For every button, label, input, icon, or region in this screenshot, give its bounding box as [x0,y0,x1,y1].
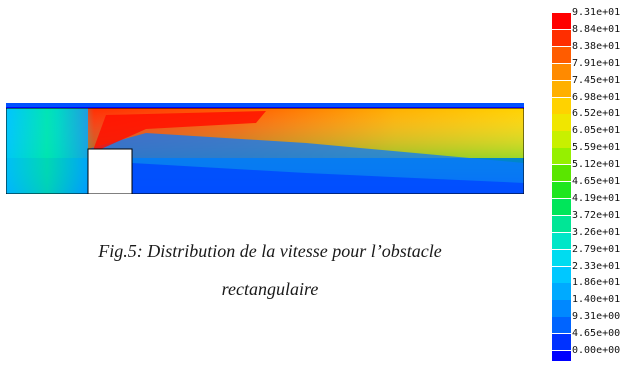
legend-tick-label: 9.31e+01 [572,7,621,18]
legend-tick-label: 1.40e+01 [572,294,621,306]
figure-caption: Fig.5: Distribution de la vitesse pour l… [40,232,500,308]
legend-tick-label: 2.79e+01 [572,243,621,255]
legend-tick-label: 4.65e+00 [572,328,621,340]
legend-swatch [552,317,571,334]
legend-tick-label: 6.05e+01 [572,125,621,137]
legend-tick-label: 7.91e+01 [572,57,621,69]
legend-tick-label: 6.98e+01 [572,91,621,103]
legend-swatch [552,198,571,216]
legend-tick-label: 5.59e+01 [572,142,621,154]
legend-swatch [552,334,571,351]
caption-line-2: rectangulaire [221,279,319,299]
legend-swatch [552,351,571,361]
legend-swatch [552,232,571,249]
legend-tick-label: 5.12e+01 [572,159,621,171]
legend-tick-label: 8.38e+01 [572,40,621,52]
legend-tick-label: 9.31e+00 [572,311,621,323]
legend-swatch [552,114,571,131]
legend-tick-label: 1.86e+01 [572,277,621,289]
legend-swatch [552,283,571,300]
legend-tick-label: 4.19e+01 [572,192,621,204]
legend-tick-label: 8.84e+01 [572,23,621,35]
legend-swatch [552,13,571,30]
legend-tick-label: 2.33e+01 [572,260,621,272]
legend-swatch [552,165,571,182]
legend-swatch [552,46,571,64]
jet-core [92,111,266,153]
color-scale-legend: 9.31e+01 8.84e+01 8.38e+01 7.91e+01 7.45e+01… [552,7,640,361]
legend-swatch [552,215,571,233]
legend-swatch [552,80,571,97]
legend-swatch [552,300,571,317]
legend-tick-label: 3.26e+01 [572,226,621,238]
legend-tick-label: 6.52e+01 [572,108,621,120]
legend-swatch [552,97,571,114]
legend-swatch [552,182,571,199]
legend-swatch [552,29,571,47]
legend-tick-label: 4.65e+01 [572,176,621,187]
legend-tick-label: 3.72e+01 [572,209,621,221]
velocity-contour-plot [6,103,524,194]
legend-swatch [552,148,571,165]
legend-tick-label: 7.45e+01 [572,74,621,86]
legend-swatch [552,266,571,283]
legend-tick-label: 0.00e+00 [572,345,621,356]
legend-swatch [552,131,571,148]
wake-core [132,163,524,194]
legend-swatch [552,249,571,266]
inlet-region [6,108,88,194]
rectangular-obstacle [87,148,133,194]
legend-swatch [552,63,571,80]
caption-line-1: Fig.5: Distribution de la vitesse pour l… [98,241,442,261]
